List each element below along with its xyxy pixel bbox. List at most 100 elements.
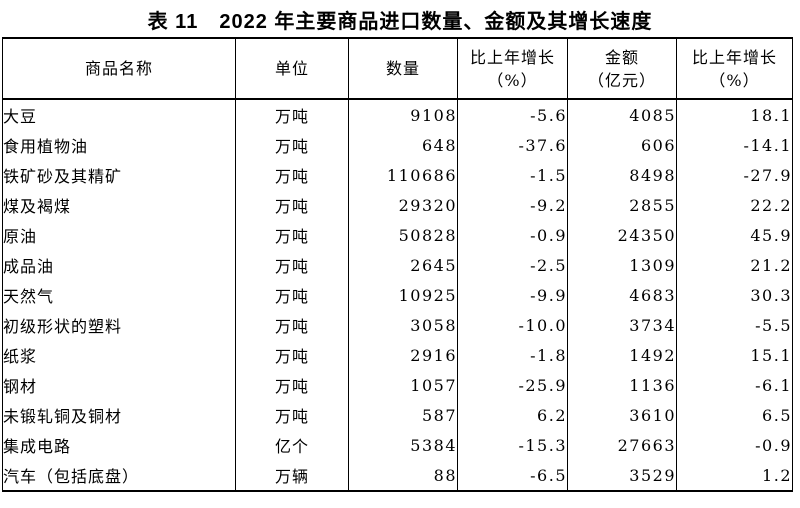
header-line: （亿元） bbox=[587, 70, 656, 90]
unit-cell: 万吨 bbox=[235, 370, 349, 400]
quantity-cell: 2645 bbox=[348, 250, 458, 280]
table-row: 煤及褐煤 万吨 29320 -9.2 2855 22.2 bbox=[2, 190, 793, 220]
value-cell: 1136 bbox=[567, 370, 677, 400]
commodity-cell: 食用植物油 bbox=[2, 130, 236, 160]
table-row: 初级形状的塑料 万吨 3058 -10.0 3734 -5.5 bbox=[2, 310, 793, 340]
value-cell: 1309 bbox=[567, 250, 677, 280]
value-growth-cell: 30.3 bbox=[676, 280, 793, 310]
unit-cell: 亿个 bbox=[235, 430, 349, 460]
value-growth-cell: 18.1 bbox=[676, 99, 793, 130]
value-growth-cell: -14.1 bbox=[676, 130, 793, 160]
header-line: （%） bbox=[709, 70, 760, 90]
quantity-cell: 648 bbox=[348, 130, 458, 160]
column-header-quantity-growth: 比上年增长 （%） bbox=[457, 38, 568, 100]
value-growth-cell: 22.2 bbox=[676, 190, 793, 220]
value-growth-cell: 1.2 bbox=[676, 460, 793, 491]
quantity-growth-cell: -9.9 bbox=[457, 280, 568, 310]
value-growth-cell: 45.9 bbox=[676, 220, 793, 250]
value-growth-cell: -0.9 bbox=[676, 430, 793, 460]
quantity-cell: 9108 bbox=[348, 99, 458, 130]
unit-cell: 万吨 bbox=[235, 190, 349, 220]
table-row: 原油 万吨 50828 -0.9 24350 45.9 bbox=[2, 220, 793, 250]
commodity-cell: 汽车（包括底盘） bbox=[2, 460, 236, 491]
quantity-growth-cell: -6.5 bbox=[457, 460, 568, 491]
column-header-quantity: 数量 bbox=[348, 38, 458, 100]
unit-cell: 万吨 bbox=[235, 280, 349, 310]
quantity-cell: 29320 bbox=[348, 190, 458, 220]
table-row: 集成电路 亿个 5384 -15.3 27663 -0.9 bbox=[2, 430, 793, 460]
value-cell: 4085 bbox=[567, 99, 677, 130]
commodity-cell: 天然气 bbox=[2, 280, 236, 310]
quantity-cell: 3058 bbox=[348, 310, 458, 340]
value-growth-cell: 21.2 bbox=[676, 250, 793, 280]
value-cell: 3734 bbox=[567, 310, 677, 340]
quantity-cell: 2916 bbox=[348, 340, 458, 370]
header-line: 单位 bbox=[274, 59, 309, 78]
quantity-cell: 587 bbox=[348, 400, 458, 430]
header-line: 金额 bbox=[604, 47, 639, 67]
commodity-cell: 原油 bbox=[2, 220, 236, 250]
header-line: 比上年增长 bbox=[691, 47, 777, 67]
table-row: 天然气 万吨 10925 -9.9 4683 30.3 bbox=[2, 280, 793, 310]
value-cell: 2855 bbox=[567, 190, 677, 220]
unit-cell: 万吨 bbox=[235, 220, 349, 250]
commodity-cell: 铁矿砂及其精矿 bbox=[2, 160, 236, 190]
quantity-growth-cell: -9.2 bbox=[457, 190, 568, 220]
quantity-growth-cell: -10.0 bbox=[457, 310, 568, 340]
header-line: 比上年增长 bbox=[469, 47, 555, 67]
quantity-growth-cell: -0.9 bbox=[457, 220, 568, 250]
value-cell: 1492 bbox=[567, 340, 677, 370]
quantity-growth-cell: -2.5 bbox=[457, 250, 568, 280]
quantity-cell: 88 bbox=[348, 460, 458, 491]
commodity-cell: 钢材 bbox=[2, 370, 236, 400]
header-line: 商品名称 bbox=[84, 59, 153, 78]
table-row: 未锻轧铜及铜材 万吨 587 6.2 3610 6.5 bbox=[2, 400, 793, 430]
quantity-cell: 50828 bbox=[348, 220, 458, 250]
value-growth-cell: 15.1 bbox=[676, 340, 793, 370]
table-body: 大豆 万吨 9108 -5.6 4085 18.1 食用植物油 万吨 648 -… bbox=[2, 99, 793, 491]
header-row: 商品名称 单位 数量 比上年增长 （%） 金额 （亿元） 比上年增长 （%） bbox=[2, 38, 793, 100]
quantity-cell: 10925 bbox=[348, 280, 458, 310]
table-row: 食用植物油 万吨 648 -37.6 606 -14.1 bbox=[2, 130, 793, 160]
commodity-cell: 大豆 bbox=[2, 99, 236, 130]
unit-cell: 万吨 bbox=[235, 130, 349, 160]
value-growth-cell: -6.1 bbox=[676, 370, 793, 400]
value-cell: 27663 bbox=[567, 430, 677, 460]
quantity-cell: 5384 bbox=[348, 430, 458, 460]
quantity-growth-cell: -5.6 bbox=[457, 99, 568, 130]
value-cell: 3610 bbox=[567, 400, 677, 430]
quantity-growth-cell: -1.5 bbox=[457, 160, 568, 190]
imports-table: 商品名称 单位 数量 比上年增长 （%） 金额 （亿元） 比上年增长 （%） 大豆 万… bbox=[2, 37, 793, 492]
commodity-cell: 初级形状的塑料 bbox=[2, 310, 236, 340]
table-title: 表 11 2022 年主要商品进口数量、金额及其增长速度 bbox=[147, 11, 653, 33]
table-row: 大豆 万吨 9108 -5.6 4085 18.1 bbox=[2, 99, 793, 130]
commodity-cell: 煤及褐煤 bbox=[2, 190, 236, 220]
column-header-unit: 单位 bbox=[235, 38, 349, 100]
value-cell: 8498 bbox=[567, 160, 677, 190]
value-cell: 24350 bbox=[567, 220, 677, 250]
unit-cell: 万吨 bbox=[235, 250, 349, 280]
quantity-growth-cell: 6.2 bbox=[457, 400, 568, 430]
column-header-value: 金额 （亿元） bbox=[567, 38, 677, 100]
value-cell: 606 bbox=[567, 130, 677, 160]
unit-cell: 万辆 bbox=[235, 460, 349, 491]
table-row: 钢材 万吨 1057 -25.9 1136 -6.1 bbox=[2, 370, 793, 400]
table-row: 成品油 万吨 2645 -2.5 1309 21.2 bbox=[2, 250, 793, 280]
commodity-cell: 成品油 bbox=[2, 250, 236, 280]
value-cell: 4683 bbox=[567, 280, 677, 310]
unit-cell: 万吨 bbox=[235, 310, 349, 340]
column-header-value-growth: 比上年增长 （%） bbox=[676, 38, 793, 100]
commodity-cell: 纸浆 bbox=[2, 340, 236, 370]
quantity-growth-cell: -25.9 bbox=[457, 370, 568, 400]
value-growth-cell: -27.9 bbox=[676, 160, 793, 190]
quantity-growth-cell: -1.8 bbox=[457, 340, 568, 370]
quantity-cell: 1057 bbox=[348, 370, 458, 400]
unit-cell: 万吨 bbox=[235, 160, 349, 190]
value-growth-cell: 6.5 bbox=[676, 400, 793, 430]
table-row: 汽车（包括底盘） 万辆 88 -6.5 3529 1.2 bbox=[2, 460, 793, 491]
header-line: （%） bbox=[487, 70, 538, 90]
quantity-growth-cell: -37.6 bbox=[457, 130, 568, 160]
header-line: 数量 bbox=[385, 59, 420, 78]
table-row: 铁矿砂及其精矿 万吨 110686 -1.5 8498 -27.9 bbox=[2, 160, 793, 190]
quantity-cell: 110686 bbox=[348, 160, 458, 190]
